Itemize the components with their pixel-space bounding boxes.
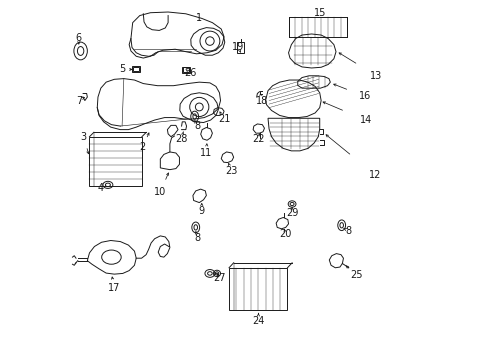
Bar (182, 66, 190, 73)
Bar (182, 67, 189, 72)
Bar (133, 66, 139, 71)
Text: 27: 27 (213, 273, 225, 283)
Text: 17: 17 (108, 283, 120, 293)
Text: 20: 20 (279, 230, 291, 240)
Text: 10: 10 (154, 187, 166, 197)
Bar (288, 17, 346, 37)
Text: 23: 23 (225, 166, 237, 176)
Text: 7: 7 (76, 96, 82, 106)
Text: 5: 5 (120, 64, 126, 74)
Text: 1: 1 (196, 14, 202, 24)
Text: 26: 26 (183, 68, 196, 78)
Bar (132, 66, 139, 72)
Text: 13: 13 (369, 71, 382, 81)
Text: 19: 19 (232, 42, 244, 52)
Text: 8: 8 (194, 121, 200, 131)
Text: 6: 6 (76, 32, 82, 42)
Text: 22: 22 (252, 134, 264, 144)
Text: 8: 8 (345, 226, 351, 236)
Bar (228, 268, 287, 310)
Text: 25: 25 (349, 270, 362, 280)
Text: 28: 28 (175, 134, 187, 144)
Text: 9: 9 (198, 206, 204, 216)
Text: 12: 12 (368, 170, 381, 180)
Bar (237, 42, 244, 53)
Text: 18: 18 (256, 96, 268, 106)
Text: 3: 3 (80, 132, 87, 142)
Text: 16: 16 (358, 91, 370, 101)
Text: 21: 21 (217, 114, 230, 124)
Text: 24: 24 (252, 316, 264, 326)
Text: 14: 14 (359, 115, 371, 125)
Text: 29: 29 (285, 208, 298, 218)
Text: 2: 2 (139, 142, 145, 152)
Text: 4: 4 (98, 183, 104, 193)
Text: 8: 8 (194, 233, 200, 243)
Text: 15: 15 (313, 8, 325, 18)
Text: 11: 11 (200, 148, 212, 158)
Bar (89, 137, 142, 186)
